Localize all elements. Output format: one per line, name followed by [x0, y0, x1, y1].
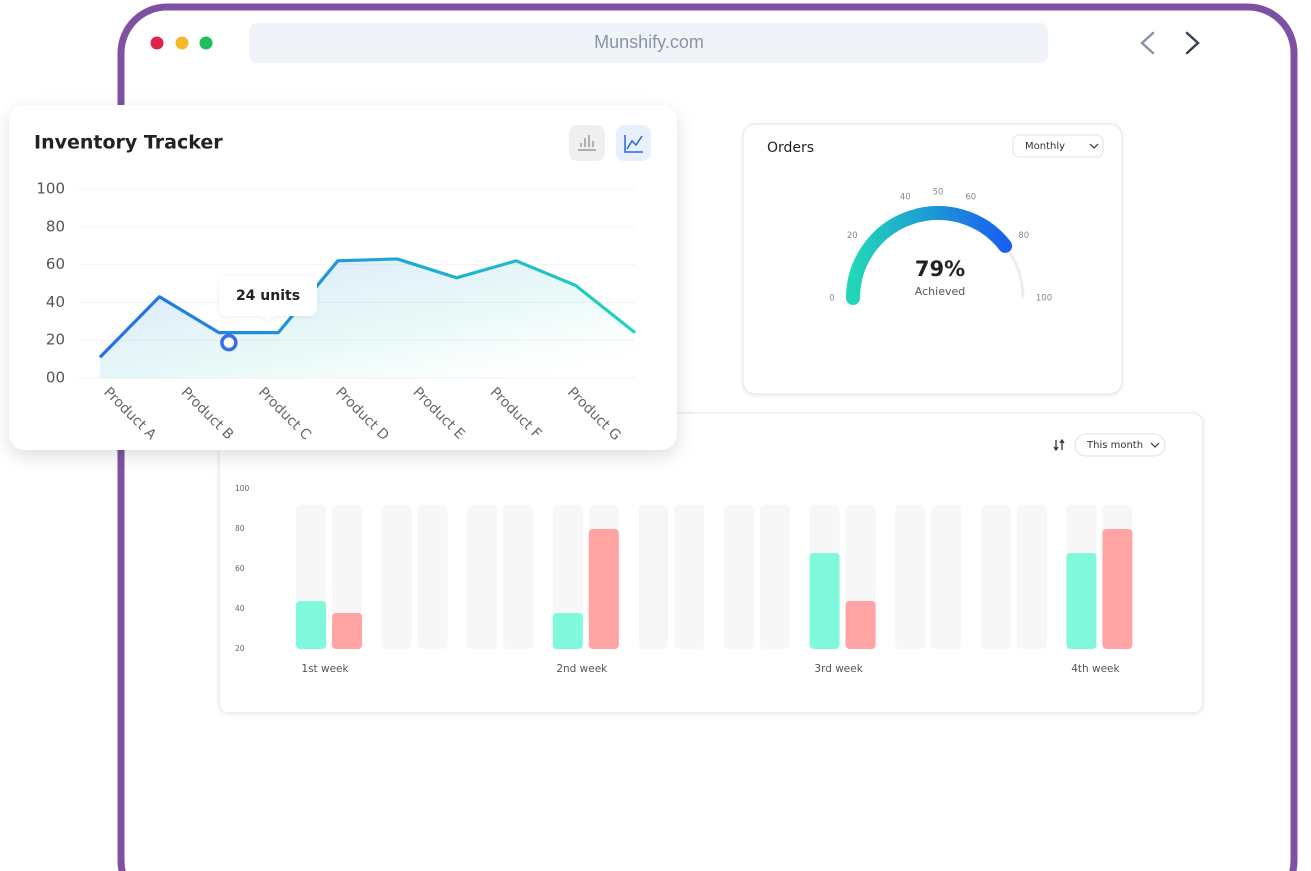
- card: [218, 412, 1204, 714]
- gauge-tick-label: 60: [965, 193, 976, 203]
- minimize-dot[interactable]: [175, 36, 189, 50]
- gauge-value: 79%: [915, 257, 965, 281]
- url: Munshify.com: [594, 32, 704, 52]
- bar-track: [931, 505, 962, 649]
- y-tick-label: 20: [235, 644, 245, 653]
- gauge-tick-label: 100: [1036, 294, 1052, 304]
- y-tick-label: 40: [235, 604, 245, 613]
- back-button[interactable]: [1140, 31, 1155, 55]
- card-title: Inventory Tracker: [34, 132, 223, 154]
- y-tick-label: 80: [235, 524, 245, 533]
- dropdown-label: This month: [1086, 440, 1143, 451]
- gauge-arc: [846, 206, 1013, 305]
- chevron: [1150, 442, 1160, 448]
- gauge-tick-label: 50: [933, 188, 944, 198]
- bar-track: [895, 505, 926, 649]
- dropdown-label: Monthly: [1025, 141, 1065, 152]
- tooltip: [219, 276, 317, 322]
- maximize-dot[interactable]: [199, 36, 213, 50]
- bar-track: [503, 505, 534, 649]
- y-tick-label: 60: [235, 564, 245, 573]
- card: [742, 123, 1123, 395]
- x-tick-label: 4th week: [1071, 663, 1120, 675]
- gauge-tick-label: 20: [847, 231, 858, 241]
- close-dot[interactable]: [150, 36, 164, 50]
- y-tick-label: 40: [46, 293, 65, 311]
- y-tick-label: 20: [46, 331, 65, 349]
- bar: [332, 613, 362, 649]
- x-tick-label: 1st week: [301, 663, 349, 675]
- line: [98, 257, 636, 359]
- bar-track: [381, 505, 412, 649]
- bar-track: [638, 505, 669, 649]
- bar: [588, 529, 619, 649]
- line-icon: [624, 135, 643, 153]
- highlight-point: [220, 333, 238, 352]
- tooltip-label: 24 units: [236, 288, 300, 304]
- orders-card: Orders Monthly 0 20 40 50 60 80 100 79% Achieved: [742, 123, 1123, 395]
- y-tick-label: 100: [235, 484, 250, 493]
- url-bar[interactable]: [249, 23, 1048, 63]
- forward-button[interactable]: [1185, 31, 1200, 55]
- y-tick-label: 00: [46, 369, 65, 387]
- dropdown[interactable]: [1074, 433, 1166, 457]
- gauge-tick-label: 0: [829, 294, 834, 304]
- y-tick-label: 60: [46, 255, 65, 273]
- bar: [809, 553, 840, 649]
- y-tick-label: 100: [36, 180, 65, 198]
- x-tick-label: 3rd week: [814, 663, 863, 675]
- bar-card: This month 100 80 60 40 20 1st week 2nd week 3r…: [218, 412, 1204, 714]
- gauge-tick-label: 80: [1018, 231, 1029, 241]
- dropdown[interactable]: [1012, 134, 1104, 158]
- chevron: [1089, 143, 1099, 149]
- bar-track: [417, 505, 448, 649]
- bar-track: [724, 505, 754, 649]
- bar: [552, 613, 583, 649]
- y-tick-label: 80: [46, 217, 65, 235]
- gauge-tick-label: 40: [900, 193, 911, 203]
- bar-track: [760, 505, 790, 649]
- sort-icon[interactable]: [1053, 438, 1065, 452]
- bar: [1102, 529, 1133, 649]
- bar: [1066, 553, 1097, 649]
- bar-track: [980, 505, 1011, 649]
- bar-track: [674, 505, 705, 649]
- bar-track: [467, 505, 498, 649]
- bar: [845, 601, 876, 649]
- bar-icon: [578, 135, 596, 151]
- x-tick-label: 2nd week: [556, 663, 608, 675]
- bar: [296, 601, 326, 649]
- card-title: Orders: [767, 140, 814, 156]
- bar-view-button[interactable]: [569, 125, 605, 161]
- gauge-caption: Achieved: [915, 285, 965, 298]
- bar-track: [1016, 505, 1047, 649]
